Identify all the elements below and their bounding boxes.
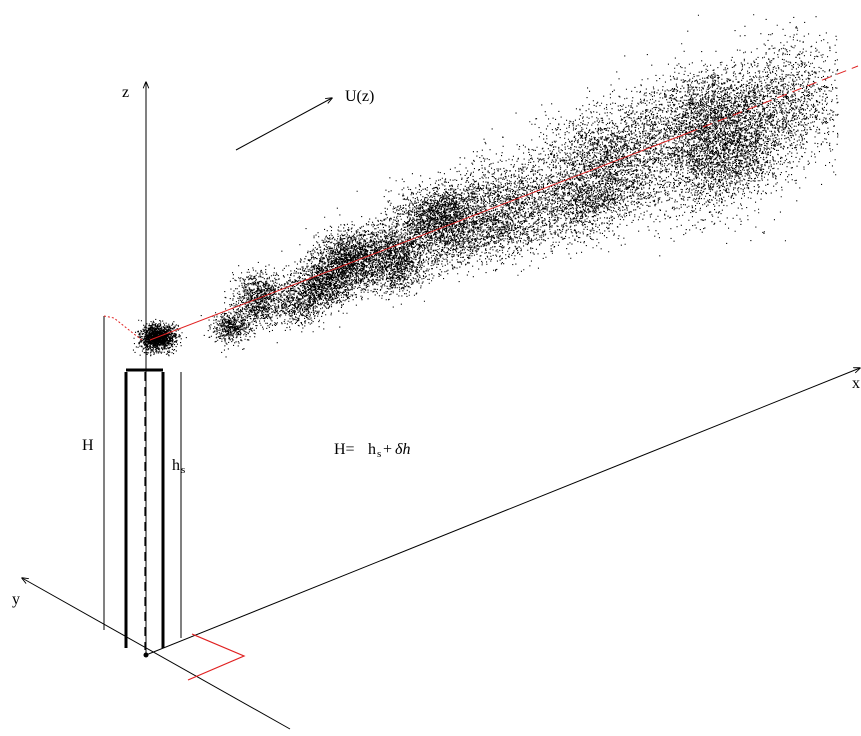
x-axis bbox=[145, 368, 860, 656]
svg-text:δh: δh bbox=[395, 441, 410, 458]
y-axis bbox=[22, 578, 291, 730]
wind-label: U(z) bbox=[345, 88, 374, 105]
origin-point bbox=[143, 652, 149, 658]
base-marker bbox=[187, 633, 246, 681]
x-axis-label: x bbox=[852, 375, 860, 392]
effective-height-tick bbox=[103, 315, 143, 341]
plume-centerline-dashed bbox=[687, 65, 859, 134]
svg-text:h: h bbox=[172, 457, 180, 474]
z-axis-label: z bbox=[122, 84, 129, 101]
height-formula: H= h s + δh bbox=[334, 441, 410, 460]
svg-text:+: + bbox=[383, 441, 392, 458]
plume-particles bbox=[132, 14, 839, 358]
plume-centerline bbox=[149, 132, 689, 341]
y-axis-label: y bbox=[12, 591, 20, 608]
stack bbox=[124, 368, 165, 650]
svg-text:h: h bbox=[368, 441, 376, 458]
svg-text:s: s bbox=[181, 464, 185, 476]
svg-text:H=: H= bbox=[334, 441, 355, 458]
effective-height-label: H bbox=[82, 437, 94, 454]
smoke-plume bbox=[132, 14, 839, 358]
wind-arrow bbox=[235, 98, 332, 151]
stack-height-label: h s bbox=[172, 457, 185, 476]
svg-text:s: s bbox=[377, 448, 381, 460]
